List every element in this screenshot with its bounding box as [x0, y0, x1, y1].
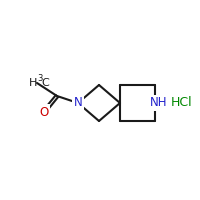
Text: 3: 3	[37, 74, 42, 83]
Text: C: C	[41, 78, 49, 88]
Text: O: O	[39, 106, 49, 118]
Text: N: N	[74, 97, 82, 110]
Text: H: H	[29, 78, 37, 88]
Text: HCl: HCl	[171, 97, 193, 110]
Text: NH: NH	[150, 97, 168, 110]
